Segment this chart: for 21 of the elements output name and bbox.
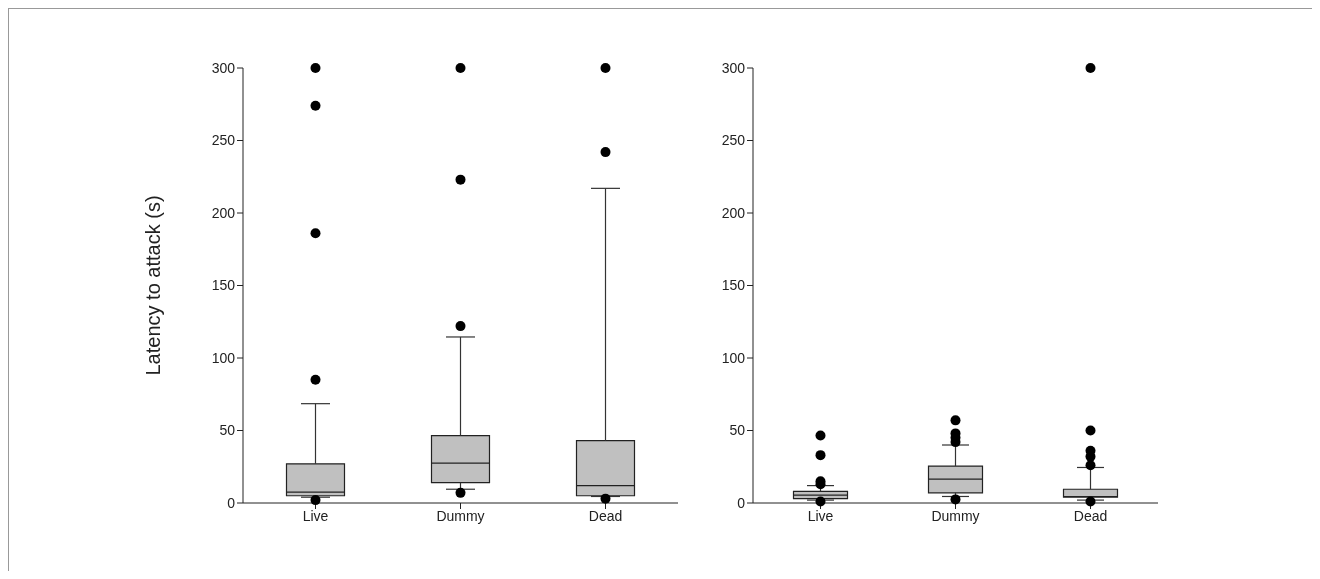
y-tick-label: 0 (227, 494, 236, 511)
y-tick-label: 200 (721, 204, 746, 221)
y-tick-label: 250 (721, 132, 746, 149)
y-tick-label: 100 (721, 349, 746, 366)
y-tick-label: 50 (729, 422, 746, 439)
x-tick-label: Dead (1073, 507, 1108, 524)
y-tick-label: 150 (721, 277, 746, 294)
y-tick-label: 0 (737, 494, 746, 511)
y-axis-title: Latency to attack (s) (142, 195, 165, 376)
y-tick-label: 300 (721, 59, 746, 76)
x-tick-label: Dead (588, 507, 623, 524)
x-tick-label: Dummy (931, 507, 980, 524)
y-tick-label: 150 (211, 277, 236, 294)
y-tick-label: 250 (211, 132, 236, 149)
y-tick-label: 200 (211, 204, 236, 221)
y-tick-label: 100 (211, 349, 236, 366)
x-tick-label: Live (807, 507, 834, 524)
y-tick-label: 50 (219, 422, 236, 439)
x-tick-label: Live (302, 507, 329, 524)
x-tick-label: Dummy (436, 507, 485, 524)
y-tick-label: 300 (211, 59, 236, 76)
